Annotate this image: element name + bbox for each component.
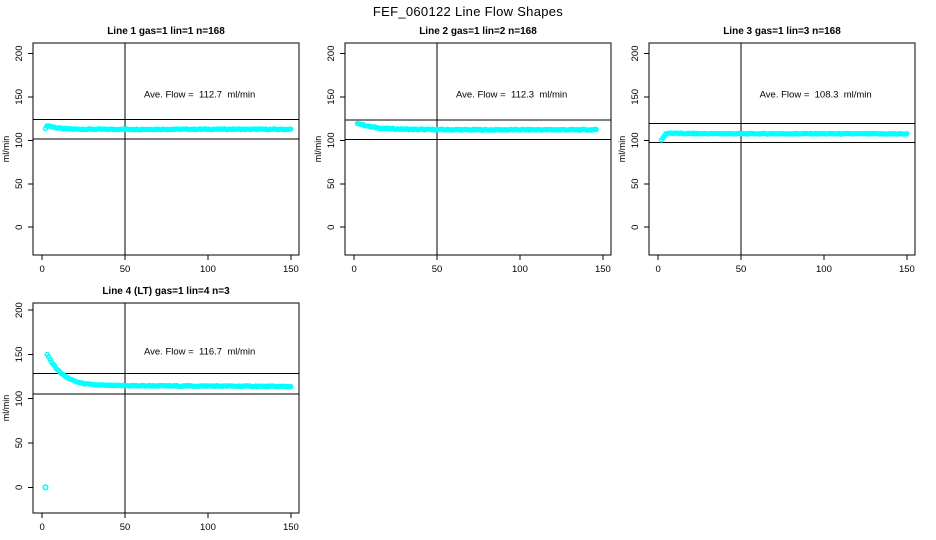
y-tick-label: 200 <box>630 45 641 61</box>
x-axis: 0 50 100 150 <box>351 255 611 275</box>
x-tick-label: 100 <box>200 522 216 533</box>
plot-box <box>648 42 916 256</box>
data-series <box>42 351 294 491</box>
y-axis-label: ml/min <box>313 136 323 163</box>
y-tick-label: 50 <box>630 178 641 189</box>
data-point-marker <box>904 130 910 137</box>
y-tick-label: 50 <box>14 438 25 449</box>
y-tick-label: 200 <box>326 45 337 61</box>
y-tick-label: 0 <box>326 225 337 230</box>
y-axis: 0 50 100 150 200 <box>630 45 649 230</box>
x-tick-label: 50 <box>120 522 131 533</box>
subplot-line-3: 0 50 100 150 0 50 100 150 200 ml/min Line 3 gas=1 … <box>617 0 936 280</box>
chart-canvas: 0 50 100 150 0 50 100 150 200 ml/min Line 3 gas=1 … <box>617 26 916 275</box>
data-point-marker <box>288 126 294 132</box>
ave-flow-annotation: Ave. Flow = 108.3 ml/min <box>760 90 872 101</box>
x-tick-label: 50 <box>432 264 443 275</box>
ave-flow-annotation: Ave. Flow = 116.7 ml/min <box>144 346 255 357</box>
x-axis: 0 50 100 150 <box>39 513 299 533</box>
chart-canvas: 0 50 100 150 0 50 100 150 200 ml/min Line 2 gas=1 … <box>313 26 612 275</box>
y-tick-label: 100 <box>630 132 641 148</box>
x-tick-label: 0 <box>39 522 44 533</box>
chart-canvas: 0 50 100 150 0 50 100 150 200 ml/min Line 4 (LT) g… <box>1 286 300 533</box>
x-tick-label: 0 <box>39 264 44 275</box>
x-axis: 0 50 100 150 <box>39 255 299 275</box>
y-tick-label: 150 <box>14 346 25 362</box>
ref-lines <box>649 123 915 144</box>
data-series <box>354 120 599 133</box>
y-tick-label: 100 <box>326 132 337 148</box>
y-tick-label: 50 <box>14 178 25 189</box>
y-tick-label: 150 <box>630 89 641 105</box>
x-tick-label: 100 <box>512 264 528 275</box>
subplot-title: Line 1 gas=1 lin=1 n=168 <box>107 26 225 37</box>
x-tick-label: 150 <box>899 264 915 275</box>
plot-box <box>344 42 612 256</box>
x-tick-label: 150 <box>283 264 299 275</box>
y-tick-label: 100 <box>14 391 25 407</box>
ref-lines <box>345 119 611 140</box>
y-tick-label: 150 <box>326 89 337 105</box>
y-tick-label: 50 <box>326 178 337 189</box>
y-tick-label: 0 <box>14 225 25 230</box>
y-axis-label: ml/min <box>1 395 11 422</box>
y-tick-label: 0 <box>630 225 641 230</box>
data-series <box>42 123 294 133</box>
subplot-line-2: 0 50 100 150 0 50 100 150 200 ml/min Line 2 gas=1 … <box>312 0 624 280</box>
x-axis: 0 50 100 150 <box>655 255 915 275</box>
y-axis: 0 50 100 150 200 <box>14 45 33 230</box>
figure-title: FEF_060122 Line Flow Shapes <box>372 4 564 19</box>
ave-flow-annotation: Ave. Flow = 112.3 ml/min <box>456 90 567 101</box>
data-point-marker <box>288 383 294 390</box>
subplot-line-1: 0 50 100 150 0 50 100 150 200 ml/min Line 1 gas=1 … <box>0 0 312 280</box>
x-tick-label: 0 <box>351 264 356 275</box>
plot-box <box>32 302 300 514</box>
y-axis-label: ml/min <box>617 136 627 163</box>
ave-flow-annotation: Ave. Flow = 112.7 ml/min <box>144 90 255 101</box>
x-tick-label: 150 <box>595 264 611 275</box>
subplot-title: Line 3 gas=1 lin=3 n=168 <box>723 26 841 37</box>
y-tick-label: 0 <box>14 485 25 490</box>
ref-lines <box>33 373 299 395</box>
x-tick-label: 50 <box>736 264 747 275</box>
y-axis-label: ml/min <box>1 136 11 163</box>
x-tick-label: 50 <box>120 264 131 275</box>
data-series <box>658 130 910 143</box>
subplot-title: Line 2 gas=1 lin=2 n=168 <box>419 26 537 37</box>
x-tick-label: 100 <box>200 264 216 275</box>
y-tick-label: 200 <box>14 45 25 61</box>
plot-box <box>32 42 300 256</box>
x-tick-label: 0 <box>655 264 660 275</box>
x-tick-label: 100 <box>816 264 832 275</box>
x-tick-label: 150 <box>283 522 299 533</box>
subplot-title: Line 4 (LT) gas=1 lin=4 n=3 <box>102 286 230 297</box>
data-point-marker <box>593 126 599 133</box>
y-tick-label: 150 <box>14 89 25 105</box>
ref-lines <box>33 118 299 140</box>
y-axis: 0 50 100 150 200 <box>326 45 345 230</box>
y-tick-label: 100 <box>14 132 25 148</box>
subplot-line-4-lt: 0 50 100 150 0 50 100 150 200 ml/min Line 4 (LT) g… <box>0 260 312 540</box>
outlier-point <box>42 484 49 491</box>
y-tick-label: 200 <box>14 302 25 318</box>
y-axis: 0 50 100 150 200 <box>14 302 33 490</box>
chart-canvas: 0 50 100 150 0 50 100 150 200 ml/min Line 1 gas=1 … <box>1 26 300 275</box>
